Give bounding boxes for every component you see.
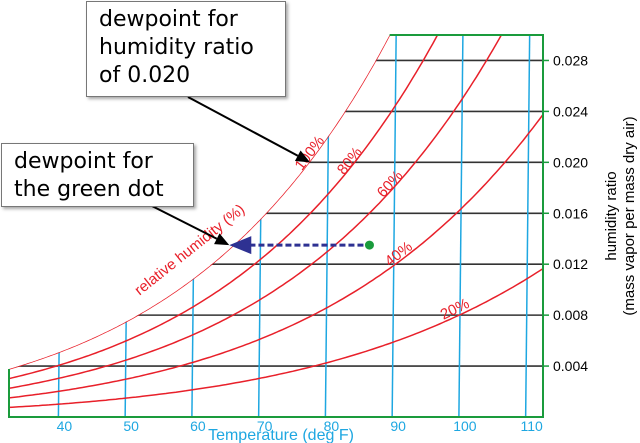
rh-curve	[9, 35, 504, 389]
x-tick-label: 50	[123, 418, 139, 434]
y-tick-label: 0.004	[553, 358, 588, 374]
x-tick-label: 40	[57, 418, 73, 434]
x-tick-label: 110	[520, 418, 543, 434]
x-tick-labels: 40 50 60 70 80 90 100 110	[57, 418, 543, 434]
y-tick-label: 0.024	[553, 103, 588, 119]
chart-border	[8, 34, 544, 418]
vgrid-line	[57, 35, 64, 417]
callout-top-line3: of 0.020	[99, 63, 191, 88]
callout-dewpoint-humidity-ratio: dewpoint for humidity ratio of 0.020	[86, 1, 286, 97]
green-dot	[364, 240, 374, 250]
callout-dewpoint-green-dot: dewpoint for the green dot	[1, 143, 194, 207]
rh-curve-label: 40%	[382, 238, 416, 270]
pointer-arrowhead-top	[294, 150, 311, 163]
x-axis-label: Temperature (deg F)	[208, 427, 354, 443]
pointer-arrowhead-left	[214, 233, 230, 246]
dewpoint-arrowhead	[229, 236, 252, 255]
rh-curve-label: 20%	[438, 295, 472, 323]
rh-curve-label: 80%	[334, 144, 366, 178]
x-tick-label: 70	[257, 418, 273, 434]
callout-top-line2: humidity ratio	[99, 35, 254, 60]
y-axis-label-line1: humidity ratio	[603, 171, 620, 260]
rh-curve	[9, 267, 543, 409]
vgrid-line	[524, 35, 531, 417]
rh-curve-labels: 100% 80%60% 40% 20%	[291, 133, 472, 324]
rh-curve	[9, 114, 543, 399]
y-tick-label: 0.016	[553, 205, 588, 221]
y-axis-label-line2: (mass vapor per mass dry air)	[621, 116, 638, 315]
y-tick-label: 0.008	[553, 307, 588, 323]
vgrid-line	[324, 35, 331, 417]
y-tick-label: 0.028	[553, 52, 588, 68]
vgrid-line	[391, 35, 397, 417]
x-tick-label: 60	[190, 418, 206, 434]
x-tick-label: 90	[390, 418, 406, 434]
rh-curve	[9, 35, 441, 380]
rh-axis-label: relative humidity (%)	[131, 201, 248, 299]
x-tick-label: 80	[324, 418, 340, 434]
y-tick-label: 0.020	[553, 154, 588, 170]
x-tick-label: 100	[453, 418, 477, 434]
vgrid-line	[458, 35, 464, 417]
y-tick-labels: 0.004 0.008 0.012 0.016 0.020 0.024 0.028	[543, 52, 588, 374]
callout-left-line2: the green dot	[14, 177, 164, 202]
callout-top-line1: dewpoint for	[99, 7, 238, 32]
rh-curve	[9, 35, 394, 370]
annotation-arrows	[149, 96, 374, 255]
callout-left-line1: dewpoint for	[14, 149, 153, 174]
pointer-line-top	[187, 96, 299, 157]
relative-humidity-curves	[9, 35, 543, 409]
rh-curve-label: 60%	[374, 167, 407, 201]
pointer-line-left	[149, 204, 218, 240]
y-tick-label: 0.012	[553, 256, 588, 272]
rh-curve-label: 100%	[291, 133, 328, 174]
